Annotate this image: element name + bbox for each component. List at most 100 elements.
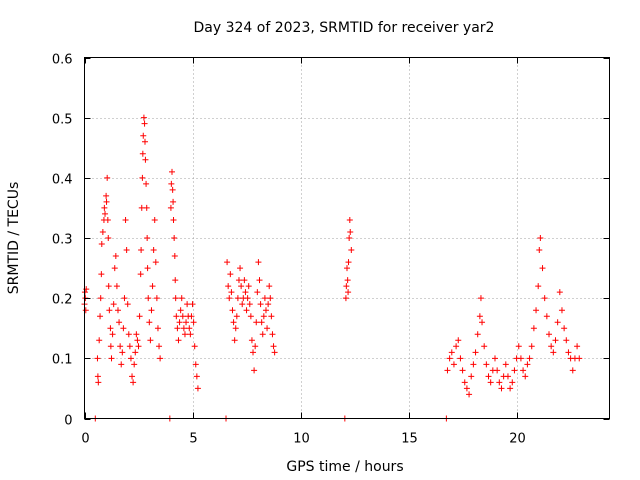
data-point <box>491 355 498 362</box>
data-point <box>343 283 350 290</box>
data-point <box>99 228 106 235</box>
data-point <box>183 319 190 326</box>
data-point <box>184 301 191 308</box>
data-point <box>97 313 104 320</box>
data-point <box>96 337 103 344</box>
data-point <box>260 313 267 320</box>
data-point <box>246 301 253 308</box>
data-point <box>232 325 239 332</box>
data-point <box>139 174 146 181</box>
data-point <box>472 349 479 356</box>
x-tick-label: 5 <box>189 432 197 447</box>
data-point <box>180 325 187 332</box>
data-point <box>253 319 260 326</box>
data-point <box>235 277 242 284</box>
data-point <box>226 295 233 302</box>
data-point <box>141 138 148 145</box>
data-point <box>123 247 130 254</box>
data-point <box>225 283 232 290</box>
data-point <box>561 325 568 332</box>
data-point <box>517 355 524 362</box>
data-point <box>112 253 119 260</box>
data-point <box>148 307 155 314</box>
data-point <box>247 313 254 320</box>
data-point <box>244 295 251 302</box>
data-point <box>150 247 157 254</box>
data-point <box>255 259 262 266</box>
data-point <box>156 343 163 350</box>
data-point <box>110 301 117 308</box>
data-point <box>137 271 144 278</box>
data-point <box>254 289 261 296</box>
data-point <box>94 355 101 362</box>
data-point <box>345 289 352 296</box>
data-point <box>461 379 468 386</box>
data-point <box>494 367 501 374</box>
data-point <box>113 283 120 290</box>
data-point <box>446 355 453 362</box>
data-point <box>98 241 105 248</box>
data-point <box>502 361 509 368</box>
x-tick-label: 15 <box>401 432 418 447</box>
data-point <box>267 295 274 302</box>
data-point <box>149 283 156 290</box>
data-point <box>563 337 570 344</box>
data-point <box>109 331 116 338</box>
data-point <box>105 235 112 241</box>
data-point <box>154 325 161 332</box>
data-point <box>175 337 182 344</box>
data-point <box>261 295 268 302</box>
data-point <box>106 307 113 314</box>
data-point <box>262 307 269 314</box>
data-point <box>104 174 111 181</box>
data-point <box>229 307 236 314</box>
data-point <box>507 385 514 392</box>
data-point <box>453 343 460 350</box>
data-point <box>259 331 266 338</box>
data-point <box>145 295 152 302</box>
data-point <box>151 216 158 223</box>
data-point <box>550 349 557 356</box>
data-point <box>347 228 354 235</box>
data-point <box>258 319 265 326</box>
data-point <box>238 283 245 290</box>
data-point <box>487 379 494 386</box>
data-point <box>194 385 201 392</box>
data-point <box>188 313 195 320</box>
y-tick-label: 0.5 <box>52 113 73 128</box>
y-tick-label: 0.1 <box>52 353 73 368</box>
data-point <box>515 343 522 350</box>
data-point <box>533 307 540 314</box>
data-point <box>177 307 184 314</box>
data-point <box>539 265 546 272</box>
data-point <box>104 216 111 223</box>
data-point <box>172 277 179 284</box>
axis-ticks: 0 0.1 0.2 0.3 0.4 0.5 0.6 0 5 10 15 20 <box>52 53 610 447</box>
data-point <box>483 361 490 368</box>
data-point <box>114 307 121 314</box>
data-point <box>127 355 134 362</box>
data-point <box>342 295 349 302</box>
data-point <box>450 361 457 368</box>
data-point <box>526 355 533 362</box>
data-point <box>111 265 118 272</box>
data-point <box>448 349 455 356</box>
data-point <box>131 361 138 368</box>
data-point <box>463 385 470 392</box>
data-point <box>103 192 110 199</box>
data-point <box>228 289 235 296</box>
data-point <box>191 343 198 350</box>
data-point <box>117 343 124 350</box>
data-point <box>119 349 126 356</box>
data-point <box>569 367 576 374</box>
data-point <box>136 313 143 320</box>
data-point <box>548 343 555 350</box>
data-point <box>243 307 250 314</box>
data-point <box>143 180 150 187</box>
data-point <box>124 301 131 308</box>
data-point <box>187 331 194 338</box>
data-point <box>474 331 481 338</box>
data-point <box>268 313 275 320</box>
data-point <box>522 373 529 380</box>
data-point <box>227 271 234 278</box>
